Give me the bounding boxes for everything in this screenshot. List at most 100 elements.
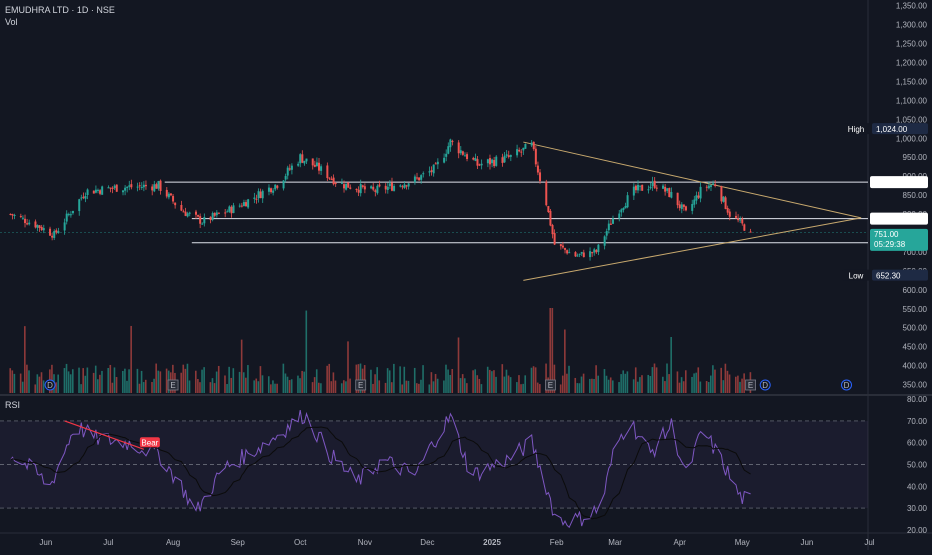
candle-body <box>122 190 125 193</box>
candle-body <box>388 183 391 187</box>
candle-body <box>626 195 629 208</box>
volume-bar <box>272 380 274 393</box>
candle-body <box>211 213 214 220</box>
candle-body <box>495 156 498 166</box>
candle-body <box>655 187 658 189</box>
rsi-tick-label: 50.00 <box>907 461 928 470</box>
price-tick-label: 550.00 <box>903 305 928 314</box>
candle-body <box>144 184 147 187</box>
volume-bar <box>522 383 524 393</box>
rsi-tick-label: 70.00 <box>907 417 928 426</box>
level-badge-text: 884.10 <box>874 177 899 186</box>
volume-bar <box>28 370 30 393</box>
candle-body <box>270 188 273 193</box>
candle-body <box>678 204 681 209</box>
candle-body <box>591 252 594 254</box>
low-badge <box>872 269 928 281</box>
volume-bar <box>228 366 230 393</box>
volume-bar <box>21 381 24 393</box>
candle-body <box>735 215 738 218</box>
volume-bar <box>284 373 287 393</box>
volume-bar <box>624 373 627 393</box>
candle-body <box>501 157 504 163</box>
price-tick-label: 1,100.00 <box>896 96 928 105</box>
volume-bar <box>188 380 191 393</box>
axes: 1,350.00 1,300.00 1,250.00 1,200.00 1,150.00… <box>39 2 927 547</box>
volume-bar <box>378 380 381 393</box>
time-tick-label: Sep <box>231 538 246 547</box>
candle-body <box>691 203 694 211</box>
candle-body <box>311 158 314 166</box>
candle-body <box>107 187 110 189</box>
candle-body <box>451 140 454 142</box>
volume-bar <box>743 373 745 393</box>
candle-body <box>94 189 97 193</box>
candle-body <box>113 185 116 189</box>
bear-tag-label: Bear <box>141 438 158 447</box>
candle-body <box>428 171 431 173</box>
rsi-tick-label: 30.00 <box>907 504 928 513</box>
volume-bar <box>720 367 723 393</box>
level-badge <box>870 212 928 225</box>
volume-bar <box>647 374 650 393</box>
candle-body <box>378 184 381 187</box>
volume-bar <box>712 365 714 393</box>
time-tick-label: Mar <box>608 538 622 547</box>
volume-bar <box>270 384 272 393</box>
candle-body <box>355 188 358 190</box>
volume-bar <box>201 369 203 393</box>
candle-body <box>157 181 160 189</box>
volume-bar <box>313 377 316 393</box>
candle-body <box>699 186 702 199</box>
volume-bar <box>136 368 139 393</box>
volume-bar <box>445 364 447 393</box>
volume-bar <box>240 339 243 393</box>
price-tick-label: 350.00 <box>903 381 928 390</box>
current-price-badge <box>870 228 928 251</box>
candle-body <box>11 214 14 216</box>
candle-body <box>611 218 614 224</box>
volume-bar <box>728 374 731 393</box>
candle-body <box>315 162 318 166</box>
candle-body <box>299 154 302 164</box>
volume-bar <box>539 384 541 393</box>
candle-body <box>707 185 710 189</box>
candle-body <box>228 206 231 212</box>
volume-bar <box>26 364 28 393</box>
volume-label: Vol <box>5 17 18 27</box>
candle-body <box>430 170 433 172</box>
candle-body <box>607 223 610 231</box>
volume-bar <box>684 370 687 393</box>
volume-bar <box>84 375 87 393</box>
volume-bar <box>561 375 564 393</box>
volume-bar <box>92 372 95 393</box>
candle-body <box>13 214 16 216</box>
volume-bar <box>128 369 130 393</box>
candle-body <box>434 163 437 165</box>
volume-bar <box>230 377 233 393</box>
volume-bar <box>320 383 322 393</box>
volume-bar <box>107 367 110 393</box>
volume-bar <box>551 308 554 393</box>
candle-body <box>282 180 285 189</box>
price-tick-label: 1,000.00 <box>896 134 928 143</box>
event-marker-letter: E <box>170 381 175 390</box>
volume-bar <box>670 336 672 393</box>
volume-bar <box>695 372 697 393</box>
candle-body <box>197 214 200 217</box>
candle-body <box>476 159 479 166</box>
candle-body <box>709 185 712 187</box>
candle-body <box>232 205 235 214</box>
volume-bar <box>595 365 597 393</box>
price-tick-label: 450.00 <box>903 343 928 352</box>
time-tick-label: May <box>735 538 750 547</box>
trendlines <box>523 141 862 281</box>
volume-bar <box>311 382 314 393</box>
time-tick-label: Feb <box>550 538 564 547</box>
candle-body <box>520 151 523 153</box>
volume-bar <box>328 363 331 393</box>
volume-bar <box>420 379 422 393</box>
volume-bar <box>151 381 153 393</box>
